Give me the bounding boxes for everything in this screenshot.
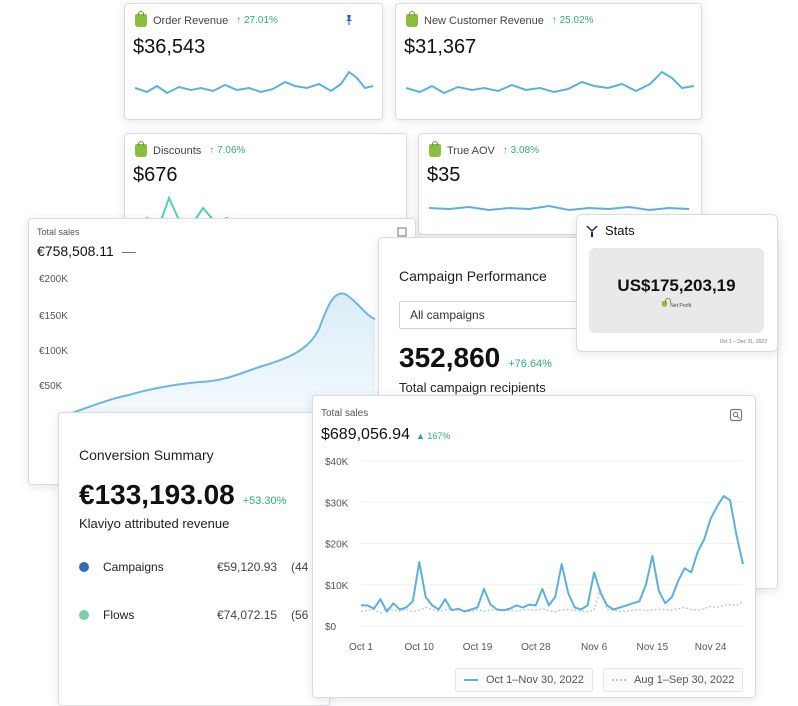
select-value: All campaigns	[410, 308, 485, 322]
card-conversion-summary[interactable]: Conversion Summary €133,193.08 +53.30% K…	[58, 412, 330, 706]
y-tick-label: $40K	[325, 457, 349, 468]
total-value: €758,508.11	[37, 243, 114, 259]
stats-panel: US$175,203,19 Net Profit	[589, 248, 764, 333]
stats-sub-label: Net Profit	[670, 303, 692, 309]
shopify-icon	[135, 11, 147, 27]
y-tick-label: $30K	[325, 498, 349, 509]
x-tick-label: Oct 1	[349, 642, 373, 653]
conversion-value-row: €133,193.08 +53.30%	[79, 479, 286, 511]
sparkline	[429, 204, 690, 212]
y-tick-label: $0	[325, 622, 337, 633]
row-amount: €74,072.15	[217, 608, 278, 622]
delta-badge: +76.64%	[508, 358, 552, 370]
series-line-current	[361, 495, 744, 613]
flows-dot	[79, 610, 89, 620]
x-tick-label: Oct 10	[405, 642, 435, 653]
sparkline	[406, 70, 695, 95]
total-recipients: 352,860	[399, 342, 501, 373]
x-tick-label: Nov 15	[637, 642, 669, 653]
x-tick-label: Nov 6	[581, 642, 608, 653]
card-label: True AOV	[447, 144, 495, 157]
delta-badge: ↑ 25.02%	[551, 15, 594, 26]
card-total-sales-usd[interactable]: Total sales $689,056.94 ▲ 167% $0 $10K $20…	[312, 395, 756, 698]
campaign-value: 352,860 +76.64%	[399, 342, 552, 374]
stats-value: US$175,203,19	[617, 276, 736, 295]
card-value: $31,367	[404, 36, 477, 58]
series-line-previous	[360, 588, 744, 614]
card-value-row: $689,056.94 ▲ 167%	[321, 426, 450, 444]
y-tick: €150K	[39, 311, 68, 322]
row-amount: €59,120.93	[217, 560, 278, 574]
legend-previous-label: Aug 1–Sep 30, 2022	[634, 674, 735, 686]
x-tick-label: Oct 28	[521, 642, 551, 653]
y-tick: €100K	[39, 346, 68, 357]
x-tick-label: Nov 24	[695, 642, 727, 653]
campaigns-dot	[79, 562, 89, 572]
row-extra: (44	[291, 560, 309, 574]
stats-header: Stats	[585, 223, 635, 238]
card-label: Total sales	[321, 408, 369, 419]
delta-badge: ▲ 167%	[415, 431, 451, 441]
chart-options-icon[interactable]	[729, 408, 743, 422]
card-new-customer-revenue[interactable]: New Customer Revenue ↑ 25.02% $31,367	[395, 3, 702, 120]
stats-brand: Stats	[605, 223, 635, 238]
card-header: New Customer Revenue ↑ 25.02%	[406, 11, 594, 27]
row-name: Flows	[103, 608, 135, 622]
total-value: $689,056.94	[321, 426, 410, 443]
stats-sub: Net Profit	[589, 298, 764, 309]
stats-logo-icon	[586, 225, 598, 237]
card-value: €758,508.11 —	[37, 243, 136, 259]
shopify-icon	[661, 298, 671, 307]
campaign-select[interactable]: All campaigns	[399, 301, 601, 329]
y-tick: €50K	[39, 381, 63, 392]
card-title: Campaign Performance	[399, 268, 547, 284]
shopify-icon	[406, 11, 418, 27]
card-title: Conversion Summary	[79, 447, 214, 463]
legend-current-swatch	[464, 679, 478, 681]
campaign-caption: Total campaign recipients	[399, 380, 546, 395]
shopify-icon	[135, 141, 147, 157]
area-line	[68, 292, 376, 415]
delta-badge: ↑ 7.06%	[209, 145, 246, 156]
delta-badge: ↑ 3.08%	[502, 145, 540, 156]
row-extra: (56	[291, 608, 309, 622]
card-order-revenue[interactable]: Order Revenue ↑ 27.01% $36,543	[124, 3, 383, 120]
card-value: $35	[427, 164, 461, 186]
legend-current[interactable]: Oct 1–Nov 30, 2022	[455, 668, 593, 692]
card-header: True AOV ↑ 3.08%	[429, 141, 540, 157]
card-header: Order Revenue ↑ 27.01%	[135, 11, 278, 27]
conversion-caption: Klaviyo attributed revenue	[79, 516, 230, 531]
conversion-value: €133,193.08	[79, 479, 235, 510]
legend-previous[interactable]: Aug 1–Sep 30, 2022	[603, 668, 744, 692]
card-label: Order Revenue	[153, 14, 229, 27]
usd-line-chart: $0 $10K $20K $30K $40K Oct 1 Oct 10 Oct 19 Oct 2…	[325, 457, 744, 653]
x-tick-label: Oct 19	[463, 642, 493, 653]
card-label: Discounts	[153, 144, 202, 157]
pin-icon[interactable]	[344, 14, 354, 26]
delta-badge: ↑ 27.01%	[236, 15, 278, 26]
legend-previous-swatch	[612, 679, 626, 681]
legend-current-label: Oct 1–Nov 30, 2022	[486, 674, 584, 686]
delta-badge: +53.30%	[242, 495, 287, 507]
card-value: $36,543	[133, 36, 206, 58]
list-item[interactable]: Flows €74,072.15 (56	[79, 607, 329, 625]
expand-icon[interactable]	[397, 227, 407, 237]
card-value: $676	[133, 164, 178, 186]
row-name: Campaigns	[103, 560, 164, 574]
sparkline	[135, 70, 374, 95]
stats-date: Oct 1 – Dec 31, 2022	[719, 339, 767, 345]
y-tick: €200K	[39, 274, 68, 285]
card-header: Discounts ↑ 7.06%	[135, 141, 246, 157]
shopify-icon	[429, 141, 441, 157]
y-tick-label: $20K	[325, 540, 349, 551]
dash: —	[121, 243, 136, 259]
list-item[interactable]: Campaigns €59,120.93 (44	[79, 559, 329, 577]
y-tick-label: $10K	[325, 581, 349, 592]
card-label: New Customer Revenue	[424, 14, 544, 27]
card-label: Total sales	[37, 227, 80, 237]
card-stats[interactable]: Stats US$175,203,19 Net Profit Oct 1 – D…	[576, 214, 778, 352]
